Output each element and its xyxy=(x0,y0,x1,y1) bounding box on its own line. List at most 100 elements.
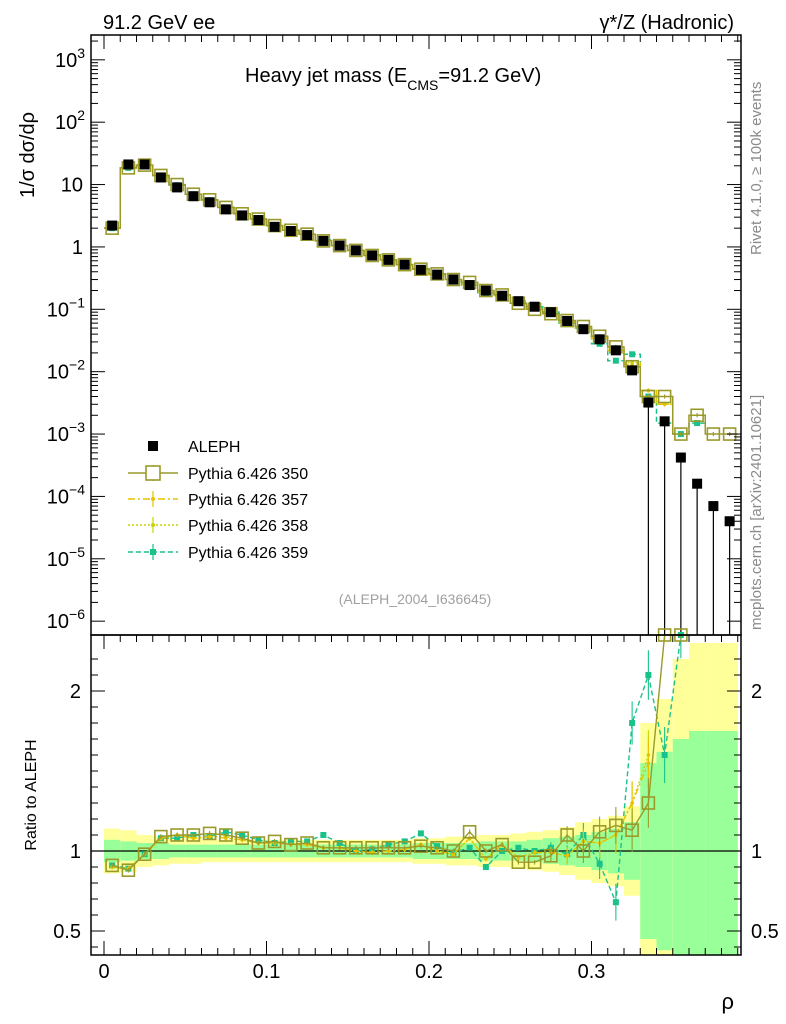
ratio-point xyxy=(255,836,262,843)
xlabel: ρ xyxy=(721,989,734,1014)
ratio-point xyxy=(332,840,347,855)
y-tick-base: 10 xyxy=(47,424,69,446)
main-plot-marks xyxy=(104,158,738,635)
ratio-point xyxy=(451,852,456,856)
rivet-label: Rivet 4.1.0, ≥ 100k events xyxy=(748,82,765,255)
header-right: γ*/Z (Hadronic) xyxy=(600,12,734,34)
ratio-point xyxy=(482,864,489,870)
y-tick-base: 10 xyxy=(47,362,69,384)
data-point xyxy=(659,416,670,427)
data-point xyxy=(464,280,475,291)
y-tick-exp: 2 xyxy=(77,107,85,123)
ratio-point xyxy=(527,855,542,870)
point xyxy=(629,351,636,358)
y-tick-label: 10 xyxy=(61,175,83,197)
point xyxy=(690,408,704,423)
data-point xyxy=(545,307,556,318)
ratio-point xyxy=(386,849,391,853)
y-tick-base: 10 xyxy=(55,112,77,134)
ratio-point xyxy=(284,837,298,852)
ratio-point xyxy=(565,854,569,858)
ratio-point xyxy=(154,829,168,844)
y-tick-label: 10−4 xyxy=(47,481,85,508)
ratio-point xyxy=(446,844,461,858)
legend-label: ALEPH xyxy=(188,439,240,456)
ratio-point xyxy=(137,847,152,862)
ratio-point xyxy=(479,844,493,858)
y-tick-label: 10−3 xyxy=(47,419,85,446)
legend-label: Pythia 6.426 358 xyxy=(188,518,308,535)
point xyxy=(612,357,619,364)
y-tick-label: 10−6 xyxy=(47,606,85,633)
point xyxy=(137,158,152,172)
legend-label: Pythia 6.426 350 xyxy=(188,466,308,483)
watermark: (ALEPH_2004_I636645) xyxy=(339,591,492,607)
point xyxy=(694,420,701,427)
y-tick-base: 10 xyxy=(47,549,69,571)
ratio-point xyxy=(592,824,607,839)
ratio-point xyxy=(105,858,119,873)
ratio-point xyxy=(495,837,509,852)
legend-marker xyxy=(151,523,155,527)
data-point xyxy=(399,259,410,270)
ratio-point xyxy=(381,840,396,855)
ratio-point xyxy=(191,836,196,840)
ratio-point xyxy=(354,849,358,853)
ratio-point xyxy=(612,899,619,906)
data-point xyxy=(302,230,313,241)
ratio-y-tick-label: 2 xyxy=(70,681,81,703)
legend: ALEPH Pythia 6.426 350 Pythia 6.426 357 Pyt… xyxy=(128,439,308,562)
ratio-plot-marks xyxy=(105,628,688,921)
point xyxy=(479,283,493,298)
point xyxy=(662,402,667,407)
header-left: 91.2 GeV ee xyxy=(103,12,215,34)
y-tick-label: 103 xyxy=(55,45,85,72)
ratio-series-line xyxy=(111,634,681,871)
y-tick-base: 10 xyxy=(47,486,69,508)
band-green xyxy=(689,731,706,955)
ratio-point xyxy=(544,848,558,863)
legend-label: Pythia 6.426 359 xyxy=(188,545,308,562)
ratio-y-tick-label-right: 1 xyxy=(751,841,762,863)
data-point xyxy=(107,220,118,231)
ratio-point xyxy=(320,832,327,838)
data-point xyxy=(123,159,134,170)
band-green xyxy=(721,731,738,955)
ratio-bands xyxy=(91,643,741,955)
data-point xyxy=(253,215,264,226)
ratio-point xyxy=(316,840,331,855)
ratio-point xyxy=(609,818,623,833)
x-tick-label: 0.1 xyxy=(253,961,281,983)
x-tick-label: 0.3 xyxy=(578,961,606,983)
x-tick-label: 0 xyxy=(98,961,109,983)
ratio-point xyxy=(435,849,439,853)
mcplots-label: mcplots.cern.ch [arXiv:2401.10621] xyxy=(748,395,765,630)
y-tick-exp: −3 xyxy=(69,419,85,435)
ratio-point xyxy=(170,828,184,842)
data-point xyxy=(269,221,280,232)
ratio-point xyxy=(222,828,229,835)
ratio-point xyxy=(336,840,343,846)
data-point xyxy=(367,250,378,261)
ratio-point xyxy=(414,839,428,854)
data-point xyxy=(383,254,394,265)
ratio-point xyxy=(430,840,444,855)
title-end: =91.2 GeV) xyxy=(438,65,541,87)
y-tick-exp: −5 xyxy=(69,544,85,560)
ratio-point xyxy=(625,823,639,838)
data-point xyxy=(708,501,719,512)
title-main: Heavy jet mass (E xyxy=(245,65,407,87)
ratio-point xyxy=(532,850,537,855)
data-point xyxy=(188,191,199,202)
ratio-point xyxy=(462,824,477,839)
ratio-point xyxy=(417,830,424,837)
data-point xyxy=(529,301,540,312)
ratio-point xyxy=(207,834,212,839)
ratio-y-tick-label: 1 xyxy=(70,841,81,863)
data-point xyxy=(594,334,605,345)
point xyxy=(316,234,331,248)
ratio-point xyxy=(186,828,201,842)
y-tick-base: 10 xyxy=(47,611,69,633)
y-tick-exp: −6 xyxy=(69,606,85,622)
